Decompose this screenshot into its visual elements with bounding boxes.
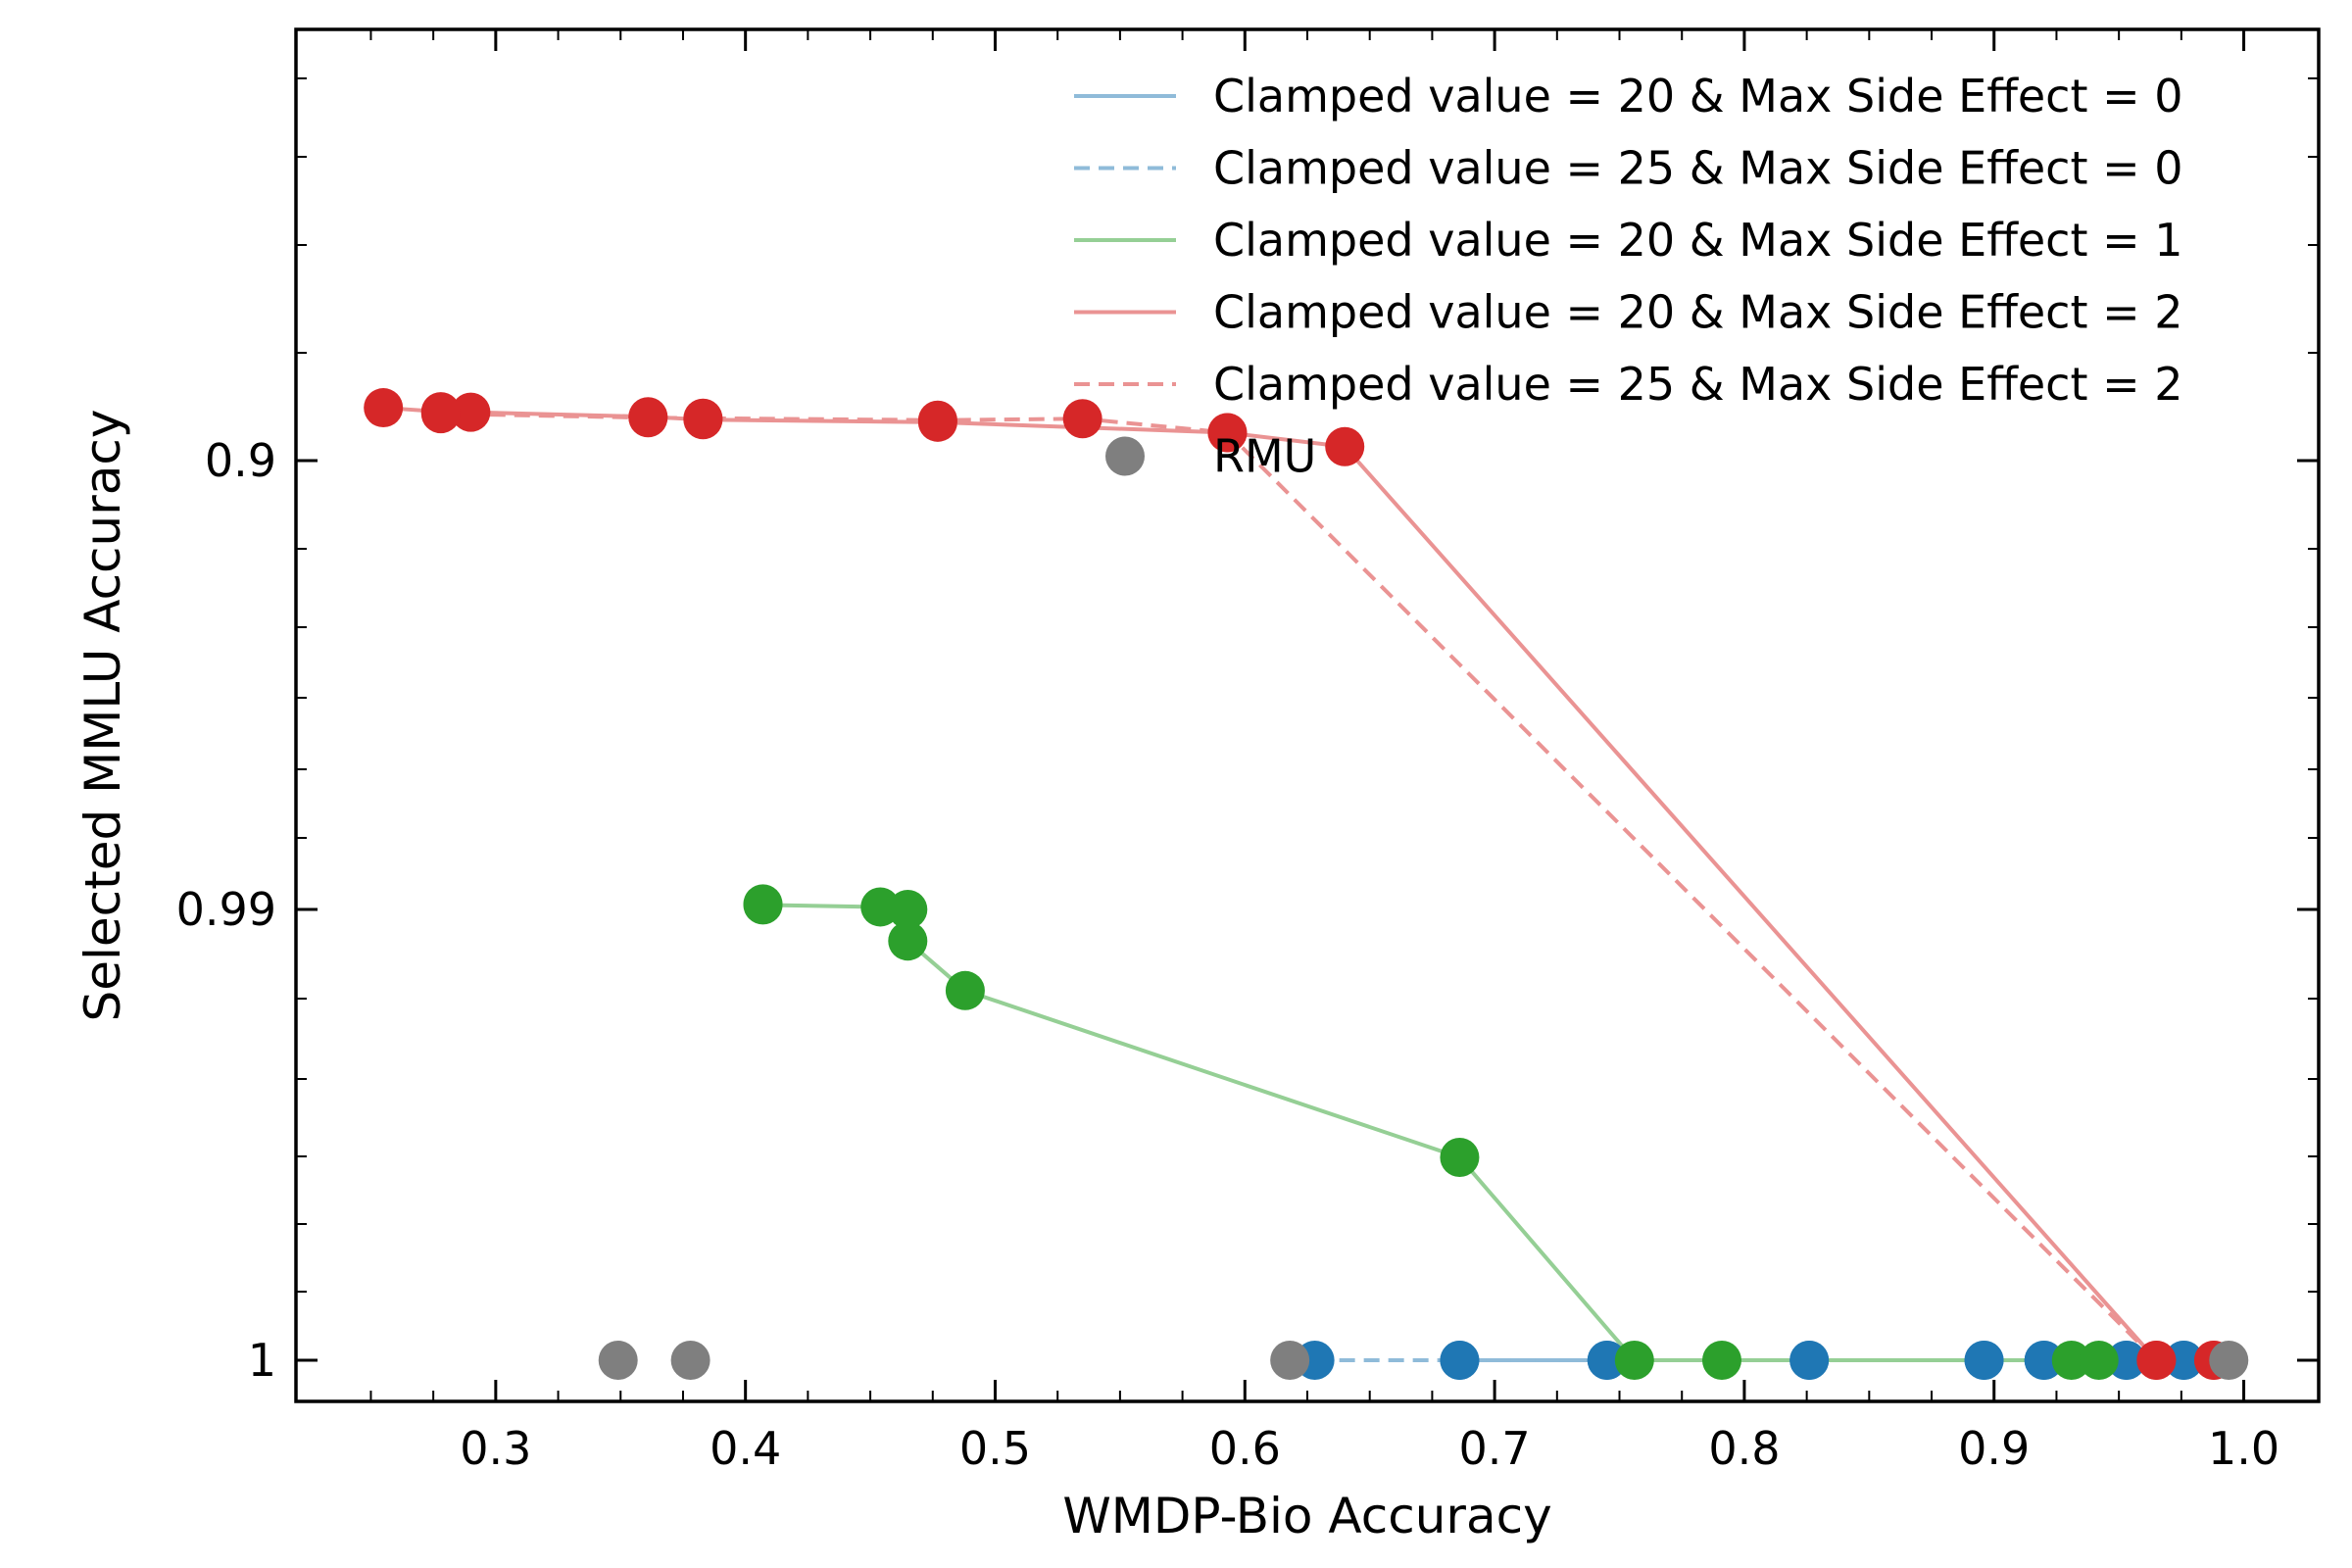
series-3-point-0 xyxy=(364,388,404,428)
series-1-point-7 xyxy=(2164,1341,2204,1380)
series-4-point-0 xyxy=(420,394,461,434)
x-tick-label: 0.4 xyxy=(710,1422,781,1475)
series-4-point-5 xyxy=(1207,413,1248,453)
series-1-point-6 xyxy=(2106,1341,2146,1380)
axis-ticks: 0.3 0.4 0.5 0.6 0.7 0.8 0.9 1.0 0.9 0.99 1 xyxy=(176,29,2319,1475)
series-3-point-7 xyxy=(1325,426,1365,466)
y-axis-label: Selected MMLU Accuracy xyxy=(74,409,131,1021)
legend-label-3: Clamped value = 20 & Max Side Effect = 2 xyxy=(1213,286,2183,339)
x-tick-label: 0.3 xyxy=(460,1422,531,1475)
rmu-point-2 xyxy=(1270,1341,1310,1380)
y-tick-label: 0.9 xyxy=(205,434,276,487)
series-4-point-3 xyxy=(917,400,957,440)
plot-marks xyxy=(364,388,2249,1380)
x-axis-label: WMDP-Bio Accuracy xyxy=(1062,1488,1551,1544)
legend-label-1: Clamped value = 25 & Max Side Effect = 0 xyxy=(1213,142,2183,195)
series-line-3 xyxy=(383,406,2214,1362)
x-tick-label: 0.6 xyxy=(1209,1422,1281,1475)
y-tick-label: 0.99 xyxy=(176,883,276,936)
x-tick-label: 0.7 xyxy=(1459,1422,1531,1475)
series-4-point-4 xyxy=(1062,399,1102,439)
series-4-point-6 xyxy=(2136,1341,2177,1380)
x-tick-label: 0.9 xyxy=(1958,1422,2030,1475)
series-2-point-6 xyxy=(1440,1138,1480,1177)
series-2-point-7 xyxy=(1614,1341,1654,1380)
legend-label-rmu: RMU xyxy=(1213,430,1316,483)
series-1-point-5 xyxy=(2024,1341,2064,1380)
legend-label-4: Clamped value = 25 & Max Side Effect = 2 xyxy=(1213,358,2183,411)
plot-frame xyxy=(294,27,2321,1403)
legend-marker-rmu xyxy=(1105,436,1145,476)
series-2-point-5 xyxy=(945,970,985,1010)
legend: Clamped value = 20 & Max Side Effect = 0… xyxy=(1074,70,2183,483)
series-4-point-2 xyxy=(683,398,723,438)
x-tick-label: 0.5 xyxy=(959,1422,1031,1475)
series-2-point-4 xyxy=(888,921,928,961)
rmu-point-3 xyxy=(2209,1341,2249,1380)
series-3-point-2 xyxy=(451,392,491,432)
series-1-point-2 xyxy=(1587,1341,1627,1380)
legend-label-2: Clamped value = 20 & Max Side Effect = 1 xyxy=(1213,214,2183,267)
series-1-point-4 xyxy=(1964,1341,2004,1380)
rmu-point-0 xyxy=(598,1341,638,1380)
y-tick-label: 1 xyxy=(248,1334,276,1387)
series-4-point-1 xyxy=(628,398,668,438)
rmu-point-1 xyxy=(670,1341,710,1380)
legend-label-0: Clamped value = 20 & Max Side Effect = 0 xyxy=(1213,70,2183,122)
series-1-point-1 xyxy=(1440,1341,1480,1380)
x-tick-label: 1.0 xyxy=(2208,1422,2279,1475)
series-1-point-3 xyxy=(1789,1341,1830,1380)
series-2-point-1 xyxy=(743,885,783,925)
x-tick-label: 0.8 xyxy=(1708,1422,1780,1475)
series-2-point-8 xyxy=(1701,1341,1741,1380)
series-2-point-10 xyxy=(2079,1341,2119,1380)
series-2-point-9 xyxy=(2051,1341,2091,1380)
series-2-point-3 xyxy=(888,890,928,929)
series-line-4 xyxy=(440,412,2214,1362)
